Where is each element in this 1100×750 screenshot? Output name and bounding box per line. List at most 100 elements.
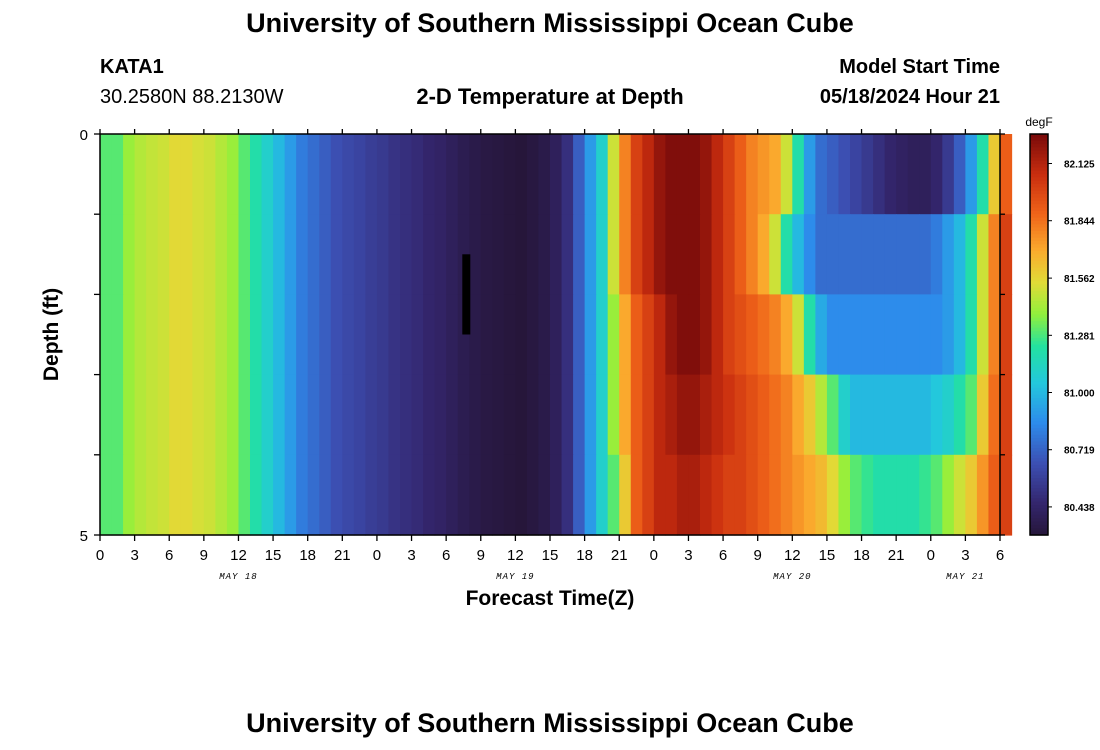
heatmap-cell [100,374,113,456]
heatmap-cell [988,454,1001,536]
heatmap-cell [700,134,713,215]
heatmap-cell [1000,214,1013,295]
heatmap-cell [307,134,320,215]
heatmap-cell [365,374,378,456]
heatmap-cell [330,134,343,215]
heatmap-cell [538,214,551,295]
heatmap-cell [446,374,459,456]
x-tick-label: 6 [996,547,1004,564]
colorbar-segment [1030,321,1048,326]
heatmap-cell [653,214,666,295]
heatmap-cell [203,294,216,376]
heatmap-cell [884,294,897,376]
heatmap-cell [446,214,459,295]
model-start-label: Model Start Time [839,56,1000,78]
colorbar-tick-label: 80.719 [1064,446,1095,457]
colorbar-segment [1030,441,1048,446]
heatmap-cell [734,374,747,456]
heatmap-cell [919,374,932,456]
colorbar-segment [1030,377,1048,382]
colorbar-segment [1030,140,1048,145]
heatmap-cell [757,454,770,536]
heatmap-cell [942,294,955,376]
heatmap-cell [861,214,874,295]
colorbar-segment [1030,391,1048,396]
heatmap-cell [792,294,805,376]
colorbar-segment [1030,411,1048,416]
x-tick-label: 6 [165,547,173,564]
colorbar-segment [1030,331,1048,336]
heatmap-cell [376,294,390,376]
heatmap-cell [803,374,816,456]
heatmap-cell [769,294,782,376]
heatmap-cell [619,214,632,295]
heatmap-cell [123,374,136,456]
colorbar-segment [1030,468,1048,473]
heatmap-cell [850,374,863,456]
heatmap-cell [526,214,540,295]
heatmap-cell [792,214,805,295]
heatmap-cell [157,134,170,215]
heatmap-cell [169,374,182,456]
colorbar-segment [1030,341,1048,346]
heatmap-cell [757,134,770,215]
heatmap-cell [215,374,228,456]
heatmap-cell [919,214,932,295]
colorbar-segment [1030,501,1048,506]
heatmap-cell [296,214,309,295]
colorbar-segment [1030,271,1048,275]
heatmap-cell [676,134,690,215]
heatmap-cell [919,294,932,376]
heatmap-cell [342,134,355,215]
heatmap-cell [896,134,909,215]
heatmap-cell [826,454,840,536]
heatmap-cell [457,134,470,215]
colorbar-segment [1030,361,1048,366]
heatmap-cell [653,454,666,536]
x-tick-label: 21 [888,547,905,564]
heatmap-cell [630,134,643,215]
heatmap-cell [642,214,655,295]
heatmap-cell [573,294,586,376]
heatmap-cell [423,214,436,295]
colorbar-segment [1030,424,1048,429]
heatmap-cell [134,294,147,376]
heatmap-cell [757,214,770,295]
colorbar-segment [1030,257,1048,262]
heatmap-cell [838,134,851,215]
x-tick-label: 0 [373,547,381,564]
heatmap-cell [480,134,493,215]
colorbar-segment [1030,307,1048,312]
colorbar-segment [1030,317,1048,322]
heatmap-cell [550,134,563,215]
heatmap-cell [492,374,505,456]
heatmap-cell [434,374,447,456]
heatmap-cell [330,374,343,456]
heatmap-cell [400,374,413,456]
heatmap-cell [446,134,459,215]
x-tick-label: 18 [299,547,316,564]
heatmap-cell [503,374,516,456]
y-tick-label: 0 [80,127,88,144]
heatmap-cell [284,134,297,215]
heatmap-cell [953,374,966,456]
colorbar-segment [1030,134,1048,138]
heatmap-cell [469,294,482,376]
heatmap-cell [596,374,609,456]
heatmap-cell [919,454,932,536]
heatmap-cell [561,454,574,536]
colorbar-segment [1030,364,1048,369]
heatmap-cell [561,294,574,376]
heatmap-cell [896,454,909,536]
heatmap-cell [988,214,1001,295]
x-tick-label: 12 [507,547,524,564]
colorbar-segment [1030,524,1048,529]
heatmap-cell [526,374,540,456]
heatmap-cell [815,454,828,536]
heatmap-cell [769,214,782,295]
colorbar-segment [1030,444,1048,449]
heatmap-cell [238,294,251,376]
colorbar-segment [1030,170,1048,175]
heatmap-cell [111,134,124,215]
heatmap-cell [930,374,943,456]
